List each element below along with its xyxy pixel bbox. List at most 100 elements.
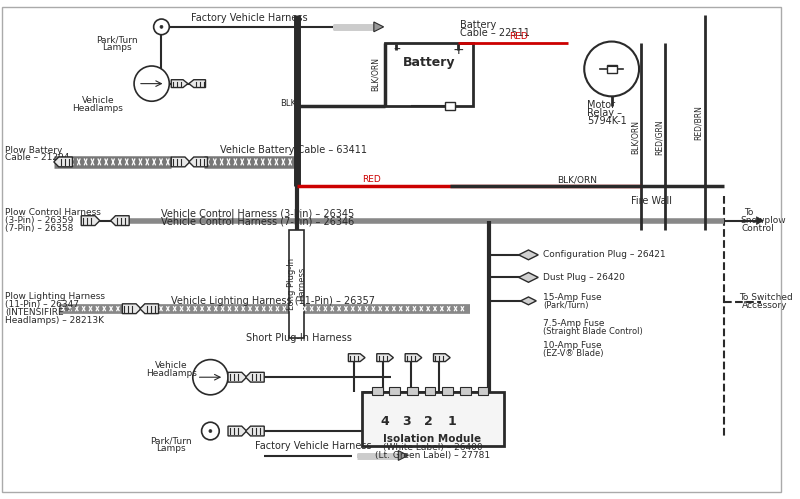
Text: To Switched: To Switched (739, 293, 793, 302)
Text: BLK/ORN: BLK/ORN (558, 175, 598, 184)
Text: Configuration Plug – 26421: Configuration Plug – 26421 (543, 250, 666, 259)
Text: Vehicle: Vehicle (155, 361, 187, 370)
Text: 1: 1 (448, 415, 457, 428)
Text: (EZ-V® Blade): (EZ-V® Blade) (543, 349, 604, 358)
Polygon shape (405, 354, 422, 362)
Polygon shape (189, 80, 206, 87)
Polygon shape (374, 22, 384, 32)
Bar (390, 387, 400, 395)
Text: (Straight Blade Control): (Straight Blade Control) (543, 327, 643, 336)
Polygon shape (228, 426, 246, 436)
Bar (606, 65, 617, 73)
Bar (407, 387, 418, 395)
Text: BLK/ORN: BLK/ORN (630, 120, 640, 155)
Polygon shape (246, 426, 264, 436)
Text: Dust Plug – 26420: Dust Plug – 26420 (543, 273, 625, 282)
Text: 10-Amp Fuse: 10-Amp Fuse (543, 341, 602, 350)
Text: Factory Vehicle Harness: Factory Vehicle Harness (191, 13, 308, 23)
Text: +: + (452, 43, 464, 57)
Polygon shape (757, 217, 763, 225)
Polygon shape (518, 250, 538, 260)
Text: (INTENSIFIRE™: (INTENSIFIRE™ (5, 308, 73, 317)
Text: –: – (393, 43, 400, 57)
Bar (442, 387, 453, 395)
Polygon shape (189, 157, 207, 167)
Circle shape (154, 19, 170, 35)
Text: BLK: BLK (280, 99, 296, 108)
Text: Control: Control (742, 224, 774, 233)
Polygon shape (518, 272, 538, 282)
Text: Vehicle Lighting Harness (11-Pin) – 26357: Vehicle Lighting Harness (11-Pin) – 2635… (171, 296, 375, 306)
Text: Long Plug-In
Harness: Long Plug-In Harness (287, 258, 306, 310)
Polygon shape (171, 80, 188, 87)
Bar (385, 42, 473, 106)
Polygon shape (434, 354, 450, 362)
Bar (357, 454, 361, 459)
Text: Lamps: Lamps (102, 43, 132, 52)
Bar (362, 392, 504, 446)
Text: Park/Turn: Park/Turn (150, 436, 192, 445)
Circle shape (209, 430, 212, 433)
Text: RED: RED (510, 32, 528, 41)
Text: (White Label) – 26400: (White Label) – 26400 (382, 443, 482, 452)
Polygon shape (398, 451, 408, 461)
Text: (Lt. Green Label) – 27781: (Lt. Green Label) – 27781 (375, 451, 490, 460)
Text: Cable – 21294: Cable – 21294 (5, 154, 70, 163)
Text: 15-Amp Fuse: 15-Amp Fuse (543, 293, 602, 302)
Text: 7.5-Amp Fuse: 7.5-Amp Fuse (543, 319, 605, 328)
Text: Vehicle Control Harness (3-Pin) – 26345: Vehicle Control Harness (3-Pin) – 26345 (162, 209, 354, 219)
Text: 2: 2 (424, 415, 433, 428)
Polygon shape (122, 304, 141, 313)
Circle shape (584, 41, 639, 96)
Text: (7-Pin) – 26358: (7-Pin) – 26358 (5, 224, 74, 233)
Bar (289, 231, 304, 338)
Text: Vehicle: Vehicle (82, 96, 114, 105)
Polygon shape (246, 372, 264, 382)
Text: Battery: Battery (460, 20, 496, 30)
Text: Vehicle Battery Cable – 63411: Vehicle Battery Cable – 63411 (220, 145, 367, 155)
Text: Lamps: Lamps (157, 444, 186, 453)
Text: (Park/Turn): (Park/Turn) (543, 301, 589, 310)
Polygon shape (377, 354, 394, 362)
Text: Motor: Motor (587, 100, 615, 110)
Text: (11-Pin) – 26347: (11-Pin) – 26347 (5, 300, 79, 309)
Polygon shape (228, 372, 246, 382)
Circle shape (202, 422, 219, 440)
Polygon shape (171, 157, 190, 167)
Text: Factory Vehicle Harness: Factory Vehicle Harness (255, 441, 371, 451)
Bar (425, 387, 435, 395)
Bar (478, 387, 488, 395)
Text: Plow Battery: Plow Battery (5, 146, 62, 155)
Text: Park/Turn: Park/Turn (97, 35, 138, 44)
Circle shape (160, 25, 163, 28)
Text: BLK/ORN: BLK/ORN (370, 57, 379, 91)
Text: 3: 3 (402, 415, 410, 428)
Text: Fire Wall: Fire Wall (631, 196, 672, 206)
Polygon shape (521, 297, 536, 305)
Text: Isolation Module: Isolation Module (383, 434, 482, 444)
Text: Plow Control Harness: Plow Control Harness (5, 208, 101, 217)
Bar (372, 387, 382, 395)
Text: Short Plug-In Harness: Short Plug-In Harness (246, 333, 351, 343)
Text: To: To (744, 208, 753, 217)
Polygon shape (110, 216, 129, 226)
Text: 5794K-1: 5794K-1 (587, 116, 627, 126)
Polygon shape (348, 354, 365, 362)
Polygon shape (140, 304, 158, 313)
Text: Battery: Battery (402, 55, 455, 68)
Text: Snowplow: Snowplow (741, 216, 786, 225)
Text: 4: 4 (380, 415, 389, 428)
Circle shape (193, 360, 228, 395)
Text: RED/BRN: RED/BRN (694, 105, 703, 140)
Text: Headlamps) – 28213K: Headlamps) – 28213K (5, 316, 104, 325)
Text: Plow Lighting Harness: Plow Lighting Harness (5, 292, 105, 301)
Circle shape (134, 66, 170, 101)
Polygon shape (54, 157, 73, 167)
Text: Relay –: Relay – (587, 108, 622, 118)
Text: (3-Pin) – 26359: (3-Pin) – 26359 (5, 216, 74, 225)
Text: Vehicle Control Harness (7-Pin) – 26346: Vehicle Control Harness (7-Pin) – 26346 (162, 217, 354, 227)
Bar (333, 25, 337, 30)
Text: Headlamps: Headlamps (73, 104, 123, 113)
Text: Headlamps: Headlamps (146, 369, 197, 378)
Text: Accessory: Accessory (742, 301, 787, 310)
